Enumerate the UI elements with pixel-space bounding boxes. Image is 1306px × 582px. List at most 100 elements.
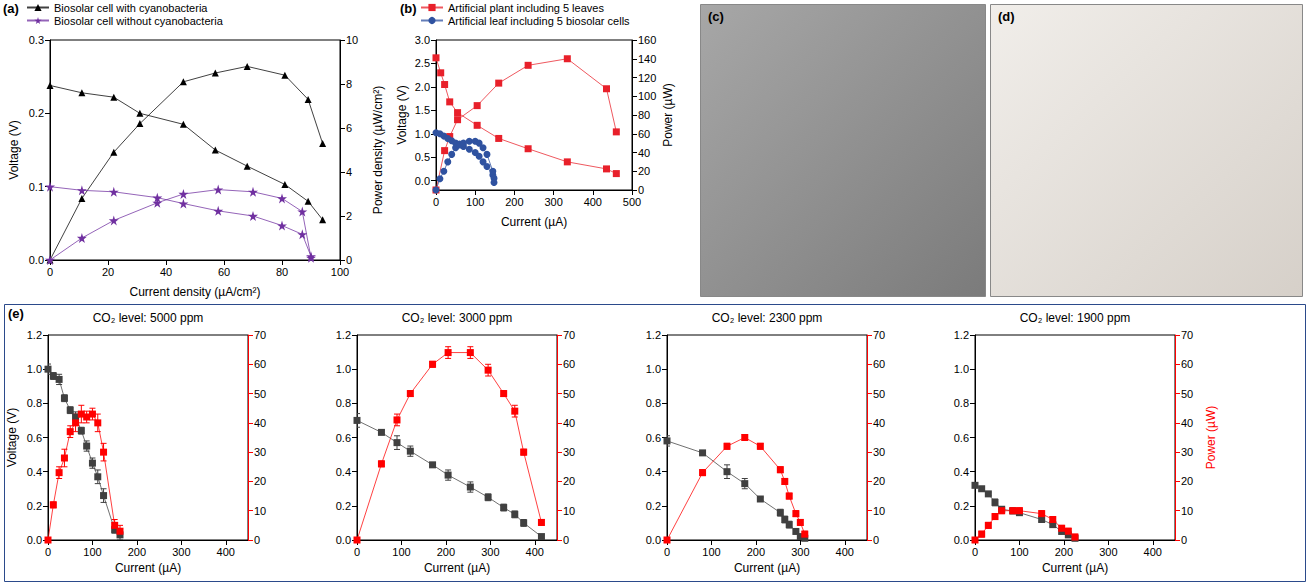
svg-text:60: 60	[563, 358, 575, 370]
svg-text:500: 500	[623, 196, 641, 208]
svg-text:30: 30	[873, 446, 885, 458]
svg-text:0.0: 0.0	[29, 254, 44, 266]
svg-text:40: 40	[1181, 417, 1193, 429]
svg-text:1.0: 1.0	[954, 363, 969, 375]
svg-text:0: 0	[254, 534, 260, 546]
svg-text:60: 60	[254, 358, 266, 370]
svg-text:3.0: 3.0	[415, 34, 430, 46]
svg-text:300: 300	[1099, 546, 1117, 558]
svg-text:10: 10	[873, 505, 885, 517]
svg-text:(d): (d)	[998, 9, 1015, 24]
svg-text:10: 10	[563, 505, 575, 517]
svg-text:0.8: 0.8	[646, 397, 661, 409]
svg-text:4: 4	[346, 166, 352, 178]
svg-text:80: 80	[638, 109, 650, 121]
svg-text:100: 100	[638, 90, 656, 102]
svg-text:400: 400	[584, 196, 602, 208]
svg-text:40: 40	[160, 266, 172, 278]
svg-text:100: 100	[331, 266, 349, 278]
svg-text:400: 400	[1144, 546, 1162, 558]
svg-text:20: 20	[638, 165, 650, 177]
svg-text:200: 200	[747, 546, 765, 558]
svg-text:30: 30	[563, 446, 575, 458]
svg-text:8: 8	[346, 78, 352, 90]
svg-text:CO₂ level: 5000 ppm: CO₂ level: 5000 ppm	[93, 311, 204, 325]
svg-text:0.2: 0.2	[27, 500, 42, 512]
svg-text:0.0: 0.0	[415, 175, 430, 187]
svg-text:50: 50	[254, 388, 266, 400]
svg-text:Voltage (V): Voltage (V)	[395, 85, 409, 144]
svg-text:50: 50	[1181, 388, 1193, 400]
svg-text:0.4: 0.4	[646, 466, 661, 478]
svg-text:1.2: 1.2	[336, 329, 351, 341]
svg-text:20: 20	[1181, 475, 1193, 487]
svg-text:20: 20	[873, 475, 885, 487]
svg-text:60: 60	[1181, 358, 1193, 370]
svg-text:200: 200	[1055, 546, 1073, 558]
svg-text:400: 400	[217, 546, 235, 558]
svg-text:Current (µA): Current (µA)	[424, 561, 490, 575]
svg-text:CO₂ level: 1900 ppm: CO₂ level: 1900 ppm	[1020, 311, 1131, 325]
svg-text:50: 50	[563, 388, 575, 400]
svg-text:(e): (e)	[8, 306, 24, 321]
svg-text:40: 40	[873, 417, 885, 429]
svg-text:0: 0	[45, 546, 51, 558]
svg-text:100: 100	[1010, 546, 1028, 558]
svg-text:0: 0	[354, 546, 360, 558]
svg-text:40: 40	[254, 417, 266, 429]
svg-text:0.0: 0.0	[646, 534, 661, 546]
svg-text:60: 60	[638, 128, 650, 140]
svg-text:0: 0	[873, 534, 879, 546]
svg-text:300: 300	[172, 546, 190, 558]
svg-text:0.5: 0.5	[415, 151, 430, 163]
svg-text:50: 50	[873, 388, 885, 400]
svg-text:0.2: 0.2	[954, 500, 969, 512]
svg-text:30: 30	[1181, 446, 1193, 458]
svg-text:300: 300	[544, 196, 562, 208]
svg-text:100: 100	[392, 546, 410, 558]
svg-text:0.6: 0.6	[27, 432, 42, 444]
svg-text:0: 0	[1181, 534, 1187, 546]
svg-text:60: 60	[873, 358, 885, 370]
svg-text:10: 10	[346, 34, 358, 46]
svg-text:(b): (b)	[400, 1, 417, 16]
svg-text:100: 100	[83, 546, 101, 558]
svg-text:0.8: 0.8	[27, 397, 42, 409]
svg-text:40: 40	[638, 147, 650, 159]
svg-text:1.0: 1.0	[336, 363, 351, 375]
svg-text:0.8: 0.8	[954, 397, 969, 409]
svg-text:0.2: 0.2	[336, 500, 351, 512]
svg-text:10: 10	[1181, 505, 1193, 517]
svg-text:Power (µW): Power (µW)	[661, 83, 675, 147]
svg-text:70: 70	[563, 329, 575, 341]
svg-text:40: 40	[563, 417, 575, 429]
svg-text:2: 2	[346, 210, 352, 222]
svg-text:(a): (a)	[3, 1, 19, 16]
svg-text:1.0: 1.0	[646, 363, 661, 375]
svg-text:10: 10	[254, 505, 266, 517]
svg-text:70: 70	[1181, 329, 1193, 341]
svg-text:0.2: 0.2	[646, 500, 661, 512]
svg-text:30: 30	[254, 446, 266, 458]
svg-text:6: 6	[346, 122, 352, 134]
svg-text:200: 200	[505, 196, 523, 208]
svg-text:0.1: 0.1	[29, 181, 44, 193]
svg-text:0.8: 0.8	[336, 397, 351, 409]
svg-text:0.0: 0.0	[954, 534, 969, 546]
svg-text:0.4: 0.4	[954, 466, 969, 478]
svg-text:Voltage (V): Voltage (V)	[5, 408, 19, 467]
svg-text:100: 100	[702, 546, 720, 558]
svg-text:CO₂ level: 2300 ppm: CO₂ level: 2300 ppm	[712, 311, 823, 325]
svg-text:1.5: 1.5	[415, 104, 430, 116]
svg-text:200: 200	[128, 546, 146, 558]
svg-text:Current density (µA/cm²): Current density (µA/cm²)	[130, 285, 261, 299]
svg-text:Artificial leaf including 5 bi: Artificial leaf including 5 biosolar cel…	[448, 15, 630, 27]
svg-text:Current (µA): Current (µA)	[115, 561, 181, 575]
svg-text:1.2: 1.2	[27, 329, 42, 341]
svg-text:100: 100	[466, 196, 484, 208]
svg-text:0.4: 0.4	[27, 466, 42, 478]
svg-text:0.6: 0.6	[954, 432, 969, 444]
svg-text:CO₂ level: 3000 ppm: CO₂ level: 3000 ppm	[402, 311, 513, 325]
svg-text:2.0: 2.0	[415, 81, 430, 93]
svg-text:Biosolar cell with cyanobacter: Biosolar cell with cyanobacteria	[54, 2, 208, 14]
